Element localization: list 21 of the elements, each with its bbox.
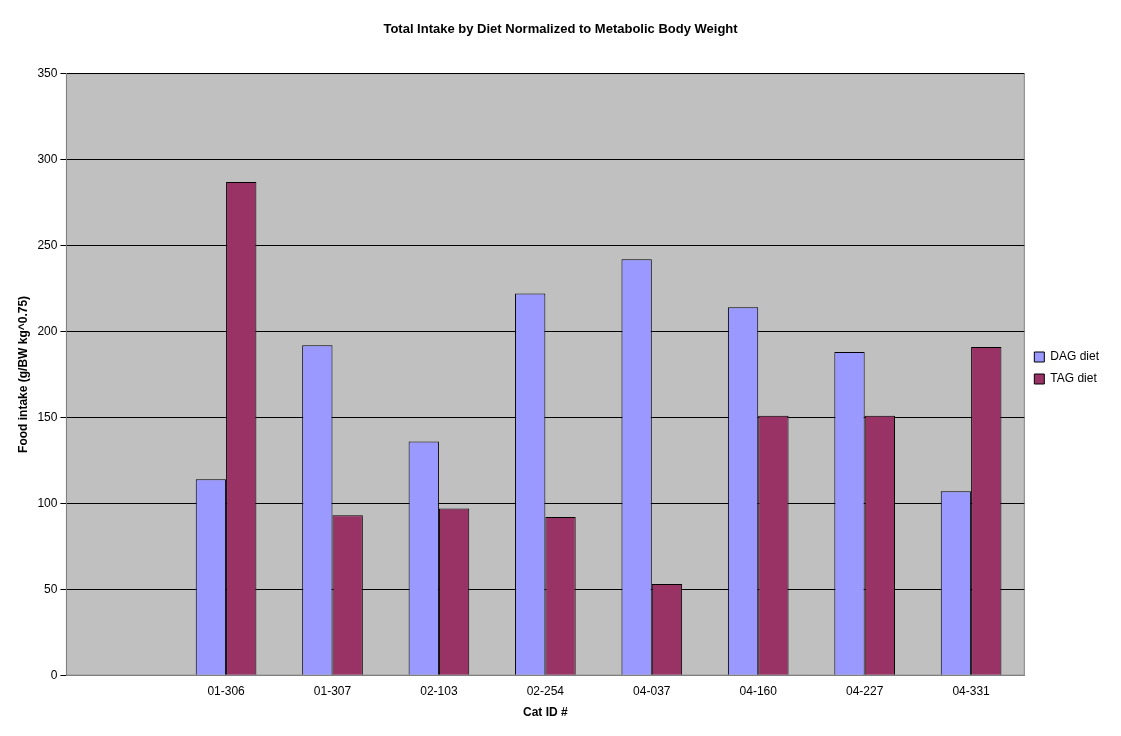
y-tick-label: 200 bbox=[37, 323, 58, 338]
y-tick-label: 150 bbox=[37, 409, 58, 424]
x-tick-label: 01-307 bbox=[313, 683, 352, 698]
x-tick-label: 02-254 bbox=[526, 683, 565, 698]
x-tick-label: 04-160 bbox=[739, 683, 778, 698]
y-tick-label: 350 bbox=[37, 65, 58, 80]
x-axis-title: Cat ID # bbox=[523, 705, 569, 720]
y-tick-label: 50 bbox=[44, 581, 58, 596]
y-tick-label: 100 bbox=[37, 495, 58, 510]
x-tick-label: 04-037 bbox=[633, 683, 671, 698]
y-tick-label: 250 bbox=[37, 237, 58, 252]
x-tick-label: 04-227 bbox=[845, 683, 884, 698]
legend-label: DAG diet bbox=[1050, 349, 1100, 364]
y-tick-label: 300 bbox=[37, 151, 58, 166]
chart-title: Total Intake by Diet Normalized to Metabolic Body Weight bbox=[383, 21, 739, 37]
legend-label: TAG diet bbox=[1050, 371, 1098, 386]
y-axis-title: Food intake (g/BW kg^0.75) bbox=[15, 295, 30, 453]
y-tick-label: 0 bbox=[50, 667, 58, 682]
x-tick-label: 02-103 bbox=[420, 683, 458, 698]
x-tick-label: 01-306 bbox=[207, 683, 246, 698]
x-tick-label: 04-331 bbox=[952, 683, 991, 698]
